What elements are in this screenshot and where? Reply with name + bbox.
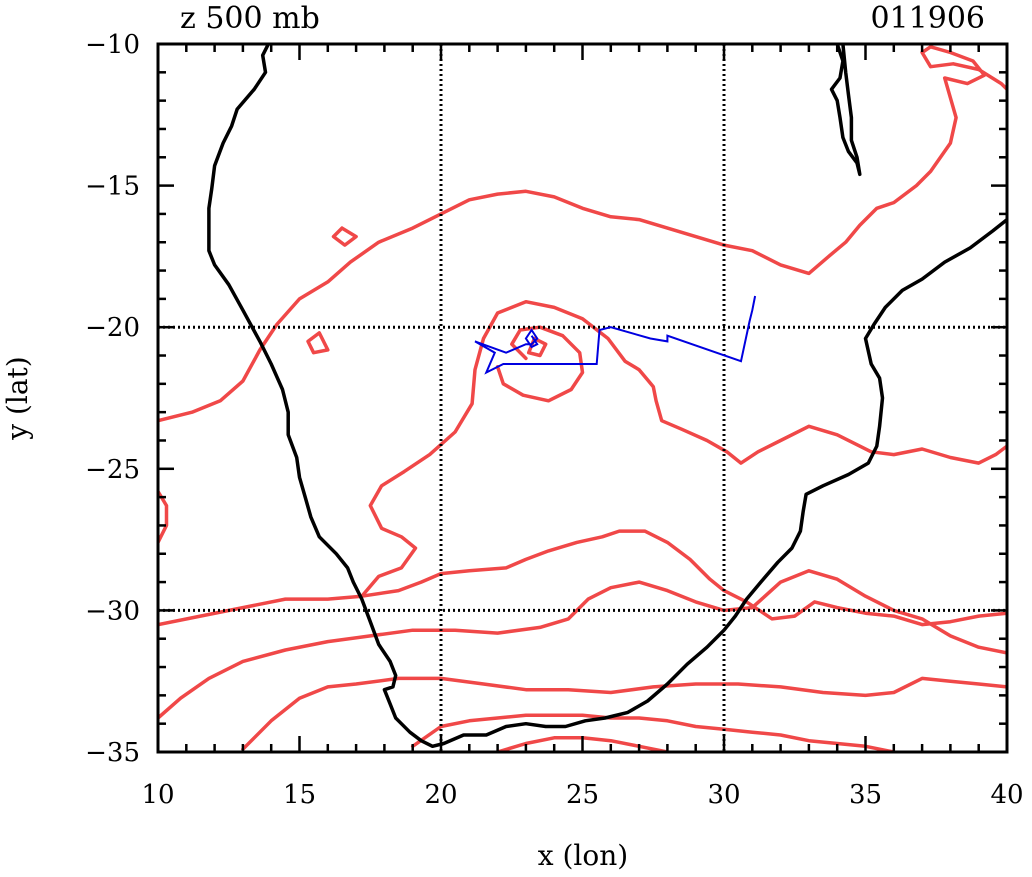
height-contour bbox=[495, 325, 585, 403]
axis-ticks bbox=[156, 42, 1009, 754]
y-tick-label: −10 bbox=[85, 30, 140, 60]
coastline bbox=[829, 44, 862, 177]
y-tick-label: −15 bbox=[85, 172, 140, 202]
map-title-right: 011906 bbox=[870, 1, 985, 36]
y-tick-label: −20 bbox=[85, 313, 140, 343]
y-axis-label: y (lat) bbox=[1, 356, 34, 440]
x-tick-label: 15 bbox=[283, 780, 316, 810]
y-tick-label: −25 bbox=[85, 455, 140, 485]
height-contour bbox=[360, 299, 1007, 598]
x-axis-label: x (lon) bbox=[538, 839, 628, 872]
storm-track bbox=[474, 295, 757, 375]
x-tick-label: 30 bbox=[707, 780, 740, 810]
height-contour bbox=[158, 45, 1007, 423]
x-tick-label: 35 bbox=[849, 780, 882, 810]
height-contour bbox=[241, 676, 1007, 751]
height-contour bbox=[331, 226, 358, 247]
x-tick-labels: 10 15 20 25 30 35 40 bbox=[141, 780, 1023, 810]
map-title-left: z 500 mb bbox=[180, 1, 320, 36]
x-tick-label: 25 bbox=[566, 780, 599, 810]
x-tick-label: 20 bbox=[424, 780, 457, 810]
y-tick-label: −30 bbox=[85, 596, 140, 626]
height-contour bbox=[410, 713, 896, 752]
height-contour bbox=[158, 529, 1007, 627]
storm-track-layer bbox=[474, 295, 757, 375]
contour-layer bbox=[158, 45, 1007, 752]
coastline-layer bbox=[207, 44, 1007, 749]
x-tick-label: 10 bbox=[141, 780, 174, 810]
height-contour bbox=[306, 331, 330, 355]
x-tick-label: 40 bbox=[990, 780, 1023, 810]
coastline bbox=[207, 44, 1007, 749]
gridline-layer bbox=[158, 44, 1007, 752]
y-tick-label: −35 bbox=[85, 738, 140, 768]
plot-area bbox=[158, 44, 1007, 752]
height-contour bbox=[158, 569, 1007, 720]
height-contour bbox=[158, 489, 169, 545]
height-contour bbox=[526, 336, 548, 358]
y-tick-labels: −10 −15 −20 −25 −30 −35 bbox=[85, 30, 140, 768]
